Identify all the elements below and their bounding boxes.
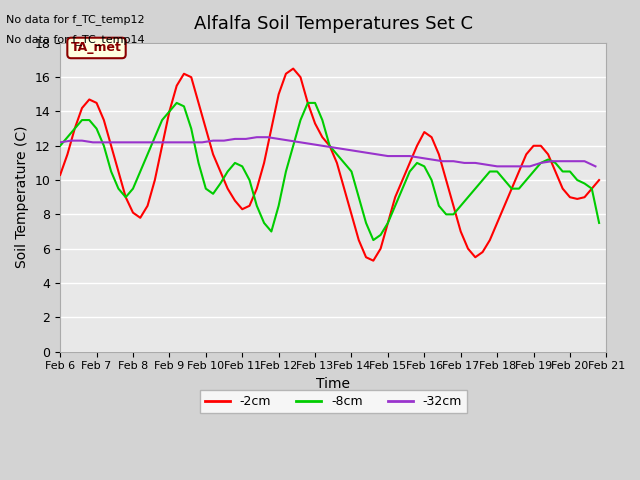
Text: No data for f_TC_temp12: No data for f_TC_temp12 — [6, 14, 145, 25]
X-axis label: Time: Time — [316, 377, 350, 391]
Legend: -2cm, -8cm, -32cm: -2cm, -8cm, -32cm — [200, 390, 467, 413]
Text: TA_met: TA_met — [71, 41, 122, 54]
Text: No data for f_TC_temp14: No data for f_TC_temp14 — [6, 34, 145, 45]
Y-axis label: Soil Temperature (C): Soil Temperature (C) — [15, 126, 29, 268]
Title: Alfalfa Soil Temperatures Set C: Alfalfa Soil Temperatures Set C — [194, 15, 473, 33]
